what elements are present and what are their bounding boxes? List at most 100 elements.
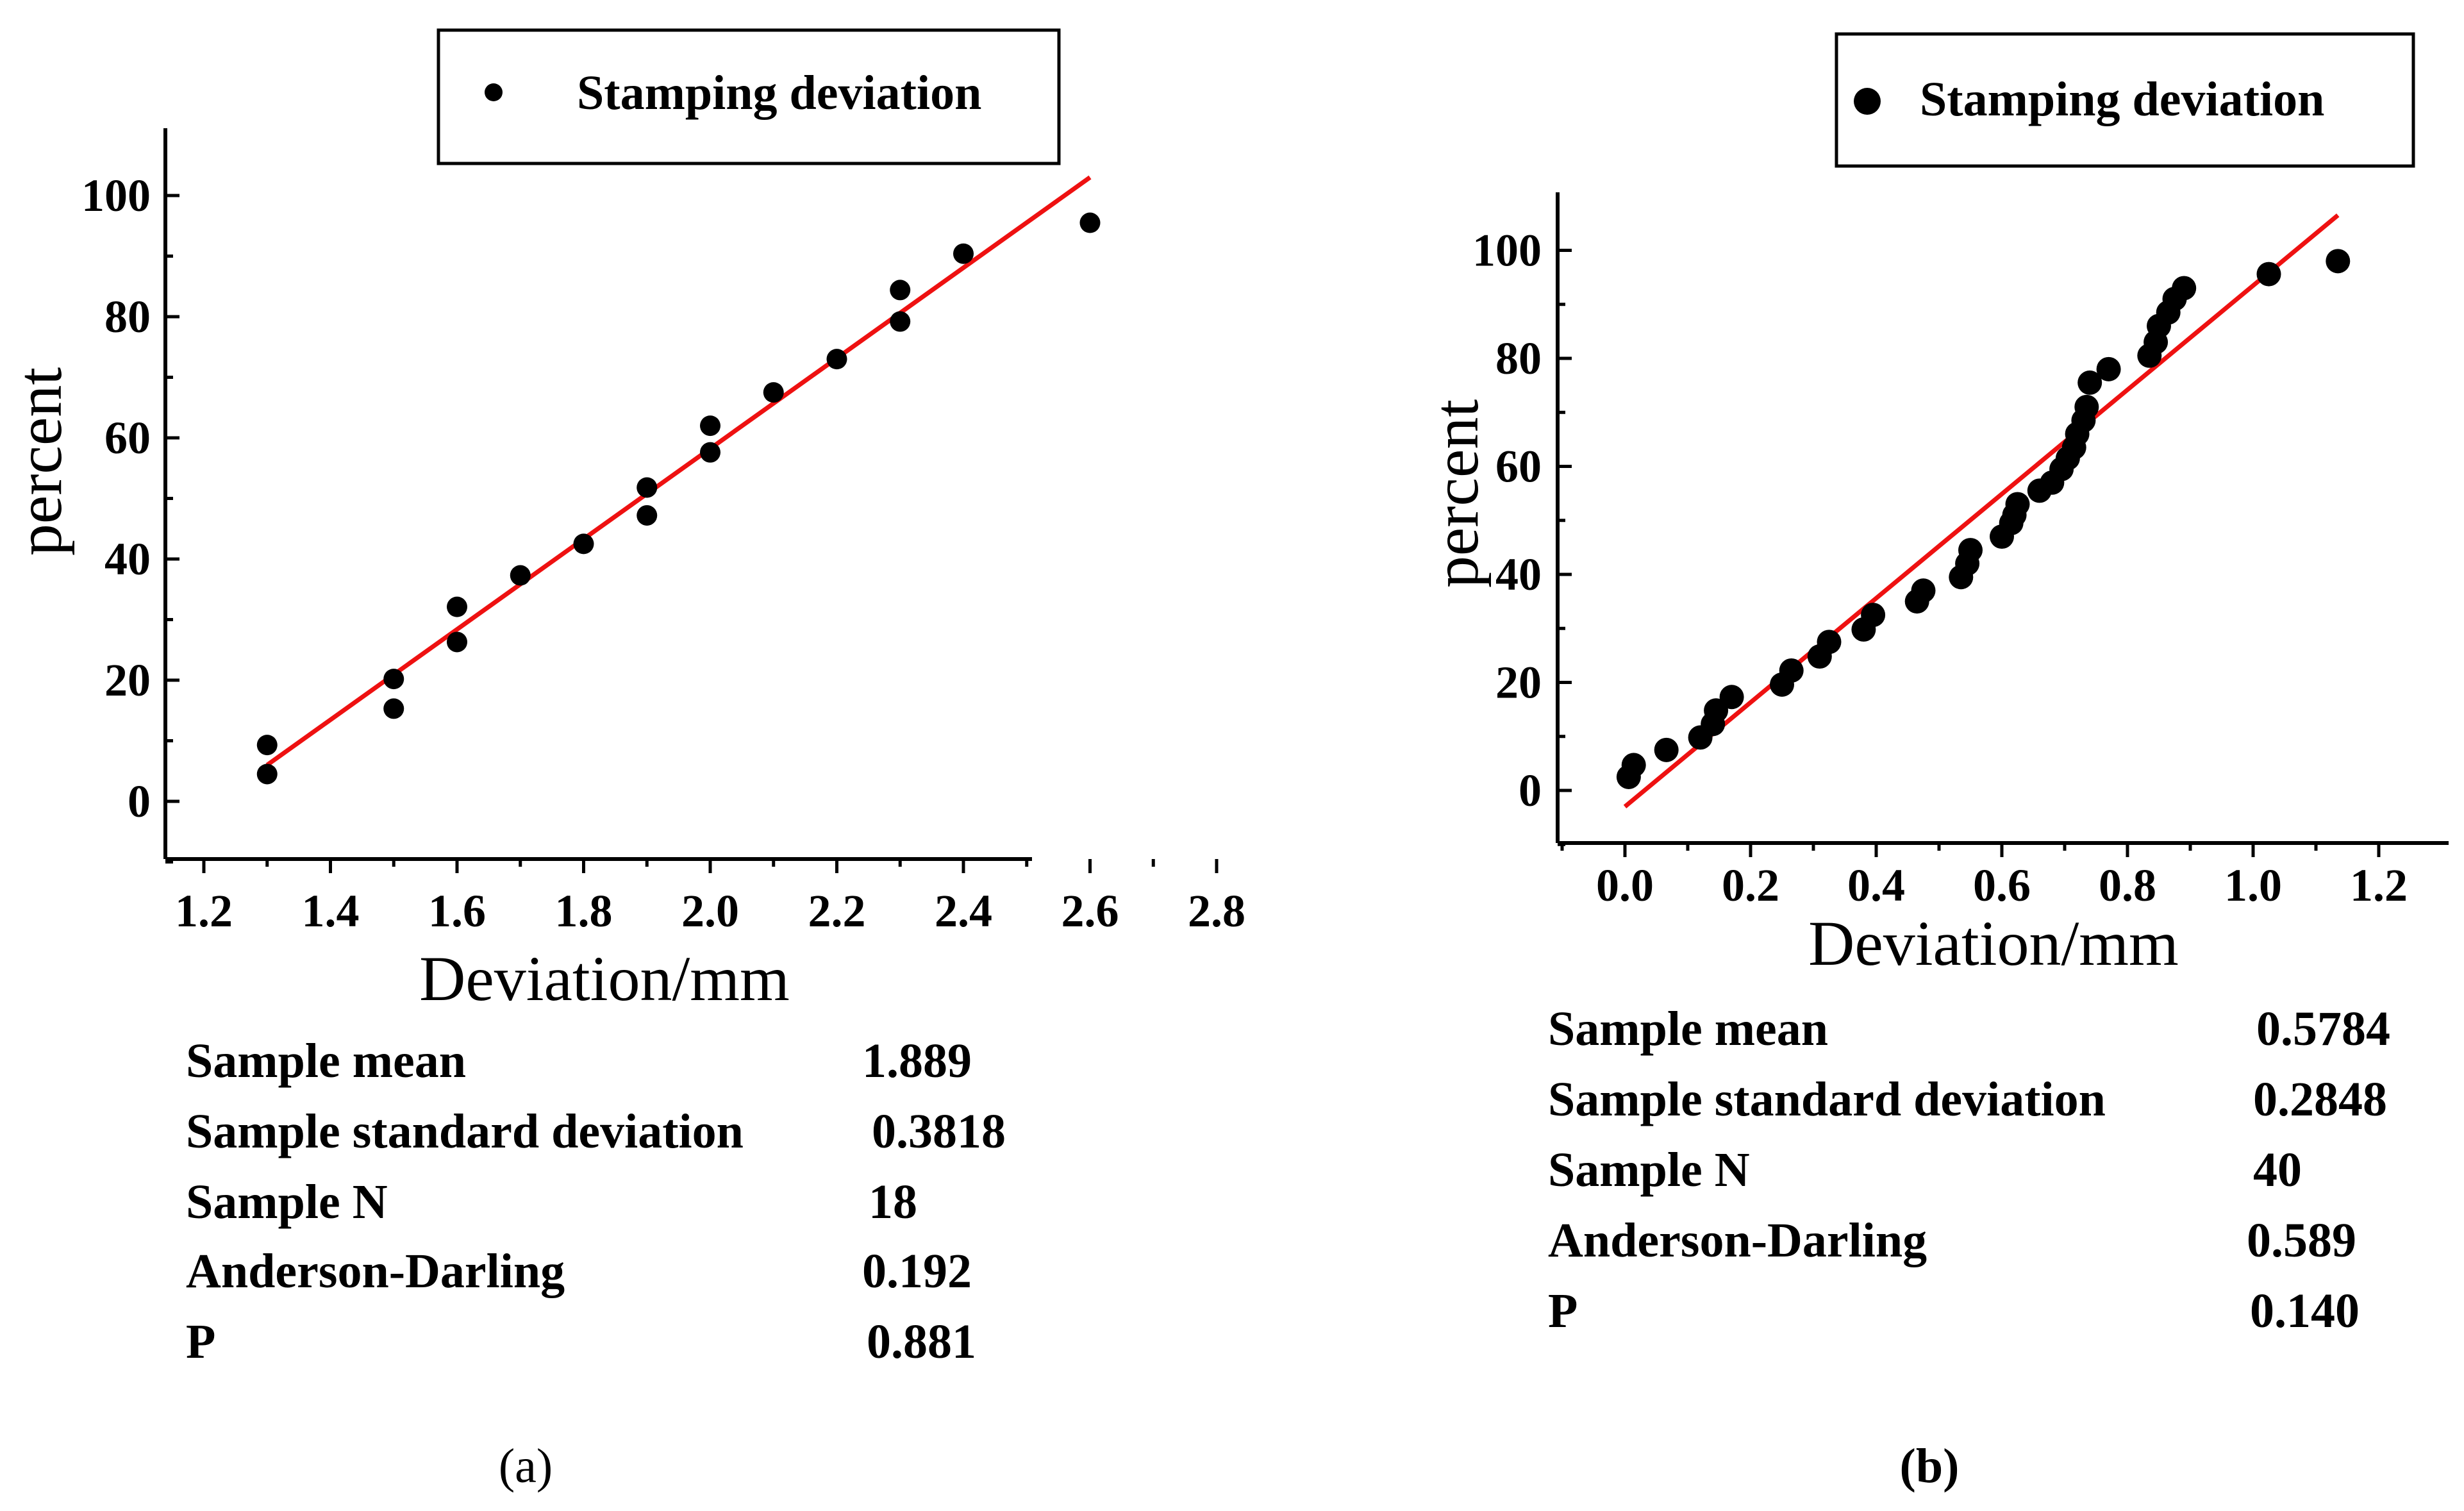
caption-a: (a)	[499, 1439, 553, 1493]
x-tick-label-a-2.8: 2.8	[1188, 885, 1245, 937]
legend-box-a	[437, 28, 1061, 165]
x-tick-label-b-0.4: 0.4	[1847, 860, 1905, 911]
x-tick-label-a-2.6: 2.6	[1061, 885, 1119, 937]
y-tick-label-b-80: 80	[1495, 333, 1542, 384]
x-tick-label-a-1.8: 1.8	[555, 885, 613, 937]
stat-label-a-ad: Anderson-Darling	[186, 1244, 565, 1298]
stat-value-a-ad: 0.192	[862, 1244, 972, 1298]
data-point-a-5	[447, 596, 467, 617]
stat-value-a-sd: 0.3818	[872, 1105, 1006, 1158]
data-point-a-0	[256, 764, 278, 785]
data-point-b-2	[1654, 737, 1679, 762]
data-point-a-1	[256, 735, 278, 756]
data-point-b-6	[1719, 685, 1744, 710]
panel-a: Stamping deviation 0 20 40 60 80 100 1.2 1.4 1.6…	[4, 28, 1245, 1493]
stat-label-a-n: Sample N	[186, 1175, 388, 1229]
x-axis-title-b: Deviation/mm	[1808, 908, 2179, 979]
data-point-a-8	[637, 505, 658, 526]
panel-b: Stamping deviation 0 20 40 60 80 100 0.0 0.2 0.4…	[1420, 32, 2449, 1493]
plot-area-a: 0 20 40 60 80 100 1.2 1.4 1.6 1.8 2.0 2.2 2.4 2.6 2.8	[81, 128, 1245, 937]
stat-value-a-n: 18	[869, 1175, 917, 1229]
plot-area-b: 0 20 40 60 80 100 0.0 0.2 0.4 0.6 0.8 1.0 1.2	[1472, 192, 2449, 911]
stat-label-b-mean: Sample mean	[1548, 1002, 1828, 1056]
legend-label-b: Stamping deviation	[1920, 72, 2324, 126]
data-point-b-8	[1779, 658, 1804, 683]
data-point-b-1	[1621, 753, 1646, 778]
y-tick-label-a-100: 100	[81, 170, 151, 221]
x-tick-label-a-1.2: 1.2	[175, 885, 233, 937]
data-point-b-38	[2256, 262, 2281, 287]
legend-label-a: Stamping deviation	[577, 66, 981, 120]
data-point-b-10	[1817, 630, 1842, 655]
x-tick-label-b-0.6: 0.6	[1973, 860, 2031, 911]
data-point-a-14	[890, 311, 911, 332]
stat-value-b-n: 40	[2253, 1143, 2302, 1197]
y-tick-label-a-60: 60	[104, 412, 151, 463]
y-tick-label-a-40: 40	[104, 533, 151, 585]
x-tick-label-a-2.0: 2.0	[681, 885, 739, 937]
data-point-a-15	[890, 280, 911, 301]
stat-label-a-mean: Sample mean	[186, 1034, 466, 1088]
x-axis-title-a: Deviation/mm	[419, 943, 790, 1014]
stat-label-b-ad: Anderson-Darling	[1548, 1214, 1927, 1267]
x-tick-label-a-1.4: 1.4	[302, 885, 360, 937]
caption-b-letter: b	[1916, 1439, 1943, 1493]
data-point-a-2	[383, 698, 404, 719]
data-point-a-7	[573, 533, 594, 555]
fit-line-b	[1623, 213, 2340, 808]
x-tick-label-a-2.2: 2.2	[808, 885, 866, 937]
stat-value-a-mean: 1.889	[862, 1034, 972, 1088]
y-tick-label-a-0: 0	[128, 776, 151, 827]
data-point-b-30	[2077, 370, 2102, 395]
stat-value-b-p: 0.140	[2250, 1284, 2360, 1338]
data-point-b-17	[1958, 538, 1983, 563]
y-tick-label-b-40: 40	[1495, 549, 1542, 600]
data-point-a-11	[700, 415, 720, 437]
y-tick-label-b-60: 60	[1495, 441, 1542, 492]
fit-line-a	[265, 175, 1092, 767]
x-tick-label-a-1.6: 1.6	[428, 885, 486, 937]
stat-value-b-ad: 0.589	[2247, 1214, 2356, 1267]
stats-b: Sample mean 0.5784 Sample standard devia…	[1548, 1002, 2390, 1338]
y-axis-title-b: percent	[1420, 399, 1492, 588]
data-point-a-4	[447, 631, 467, 653]
stat-label-a-sd: Sample standard deviation	[186, 1105, 744, 1158]
data-point-b-29	[2074, 394, 2099, 419]
stat-label-a-p: P	[186, 1315, 215, 1369]
data-point-b-21	[2005, 492, 2030, 517]
data-point-b-14	[1911, 578, 1936, 603]
y-axis-title-a: percent	[4, 367, 75, 556]
x-tick-label-b-1.0: 1.0	[2224, 860, 2282, 911]
stat-value-b-mean: 0.5784	[2256, 1002, 2390, 1056]
stat-value-b-sd: 0.2848	[2253, 1073, 2387, 1126]
stat-value-a-p: 0.881	[867, 1315, 976, 1369]
data-point-a-9	[637, 477, 658, 498]
stats-a: Sample mean 1.889 Sample standard deviat…	[186, 1034, 1006, 1369]
data-point-a-13	[826, 349, 847, 370]
data-point-a-10	[700, 442, 720, 463]
legend-marker-a	[485, 83, 503, 101]
data-point-b-12	[1861, 603, 1886, 628]
y-tick-label-b-100: 100	[1472, 225, 1542, 276]
y-tick-label-a-80: 80	[104, 291, 151, 342]
caption-a-letter: a	[515, 1439, 537, 1493]
data-point-a-17	[1079, 212, 1101, 233]
legend-b: Stamping deviation	[1835, 32, 2415, 168]
stat-label-b-sd: Sample standard deviation	[1548, 1073, 2106, 1126]
x-tick-label-b-0.8: 0.8	[2099, 860, 2156, 911]
data-point-b-31	[2096, 356, 2121, 381]
legend-a: Stamping deviation	[437, 28, 1061, 165]
x-tick-label-b-0.2: 0.2	[1722, 860, 1779, 911]
stat-label-b-n: Sample N	[1548, 1143, 1750, 1197]
x-tick-label-b-0.0: 0.0	[1596, 860, 1654, 911]
x-tick-label-b-1.2: 1.2	[2350, 860, 2408, 911]
data-point-a-16	[953, 243, 974, 264]
data-point-b-37	[2172, 276, 2197, 301]
data-point-a-3	[383, 669, 404, 690]
data-point-a-12	[763, 382, 784, 403]
y-tick-label-b-20: 20	[1495, 657, 1542, 708]
data-point-b-39	[2326, 249, 2351, 274]
y-tick-label-a-20: 20	[104, 655, 151, 706]
legend-box-b	[1835, 32, 2415, 168]
legend-marker-b	[1854, 88, 1881, 115]
